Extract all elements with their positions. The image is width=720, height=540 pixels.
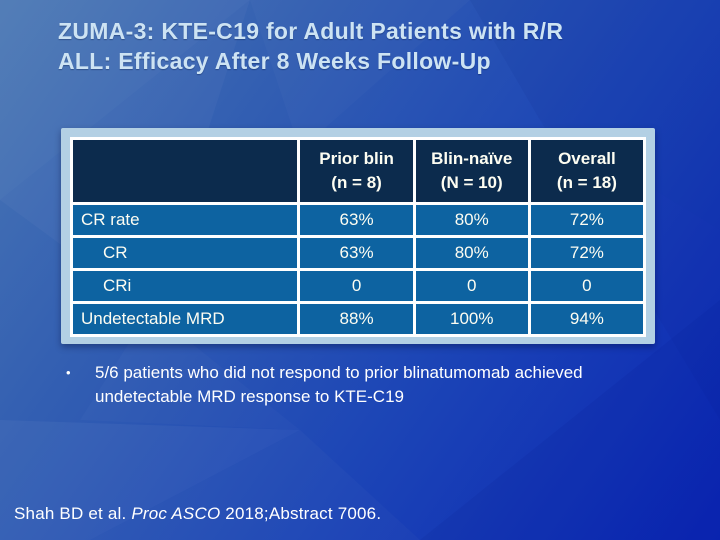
table-row-cr: CR 63% 80% 72% [69, 235, 647, 271]
row-label: CR rate [69, 202, 301, 238]
table-panel: Prior blin (n = 8) Blin-naïve (N = 10) O… [61, 128, 655, 344]
column-header-n: (N = 10) [440, 173, 503, 192]
slide-title-line-2: ALL: Efficacy After 8 Weeks Follow-Up [58, 48, 491, 74]
bullet-marker: • [66, 365, 71, 380]
column-header-label: Blin-naïve [431, 149, 513, 168]
table-row-undetectable-mrd: Undetectable MRD 88% 100% 94% [69, 301, 647, 337]
column-header-label: Prior blin [319, 149, 394, 168]
cell-value: 100% [412, 301, 531, 337]
cell-value: 0 [297, 268, 416, 304]
cell-value: 0 [412, 268, 531, 304]
slide-title-line-1: ZUMA-3: KTE-C19 for Adult Patients with … [58, 18, 564, 44]
efficacy-table: Prior blin (n = 8) Blin-naïve (N = 10) O… [69, 137, 647, 337]
row-label: Undetectable MRD [69, 301, 301, 337]
cell-value: 88% [297, 301, 416, 337]
cell-value: 72% [527, 202, 647, 238]
cell-value: 63% [297, 235, 416, 271]
cell-value: 0 [527, 268, 647, 304]
table-header-prior-blin: Prior blin (n = 8) [297, 137, 416, 205]
table-header-blin-naive: Blin-naïve (N = 10) [412, 137, 531, 205]
bullet-item: • 5/6 patients who did not respond to pr… [66, 361, 638, 409]
table-row-cr-rate: CR rate 63% 80% 72% [69, 202, 647, 238]
row-label: CRi [69, 268, 301, 304]
bullet-text: 5/6 patients who did not respond to prio… [95, 363, 583, 406]
cell-value: 80% [412, 202, 531, 238]
cell-value: 63% [297, 202, 416, 238]
column-header-n: (n = 8) [331, 173, 382, 192]
cell-value: 72% [527, 235, 647, 271]
citation-footer: Shah BD et al. Proc ASCO 2018;Abstract 7… [14, 504, 381, 524]
cell-value: 94% [527, 301, 647, 337]
citation-reference: 2018;Abstract 7006. [220, 504, 382, 523]
table-row-cri: CRi 0 0 0 [69, 268, 647, 304]
table-header-stub [69, 137, 301, 205]
column-header-label: Overall [558, 149, 616, 168]
slide-title: ZUMA-3: KTE-C19 for Adult Patients with … [58, 16, 678, 76]
table-header-overall: Overall (n = 18) [527, 137, 647, 205]
cell-value: 80% [412, 235, 531, 271]
column-header-n: (n = 18) [556, 173, 617, 192]
citation-authors: Shah BD et al. [14, 504, 132, 523]
row-label: CR [69, 235, 301, 271]
table-header-row: Prior blin (n = 8) Blin-naïve (N = 10) O… [69, 137, 647, 205]
citation-journal: Proc ASCO [131, 504, 221, 523]
